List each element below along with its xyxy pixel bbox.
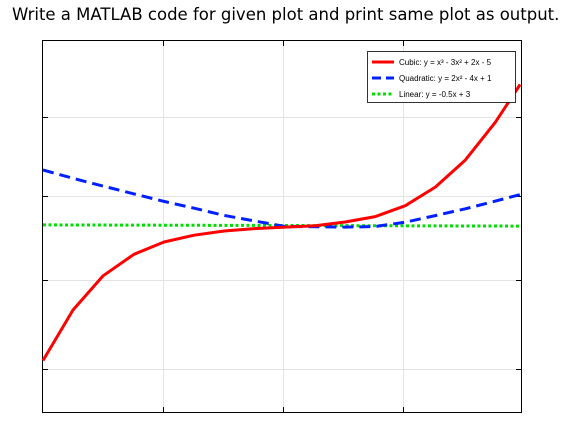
legend: Cubic: y = x³ - 3x² + 2x - 5 Quadratic: … [367, 51, 516, 103]
legend-label-linear: Linear: y = -0.5x + 3 [399, 90, 471, 99]
question-text: Write a MATLAB code for given plot and p… [12, 5, 560, 24]
series-lines [41, 83, 522, 362]
legend-label-quadratic: Quadratic: y = 2x² - 4x + 1 [399, 74, 492, 83]
plot-area-border [42, 40, 522, 413]
legend-label-cubic: Cubic: y = x³ - 3x² + 2x - 5 [399, 58, 492, 67]
series-line-quadratic [42, 168, 521, 229]
series-line-cubic [41, 83, 522, 362]
